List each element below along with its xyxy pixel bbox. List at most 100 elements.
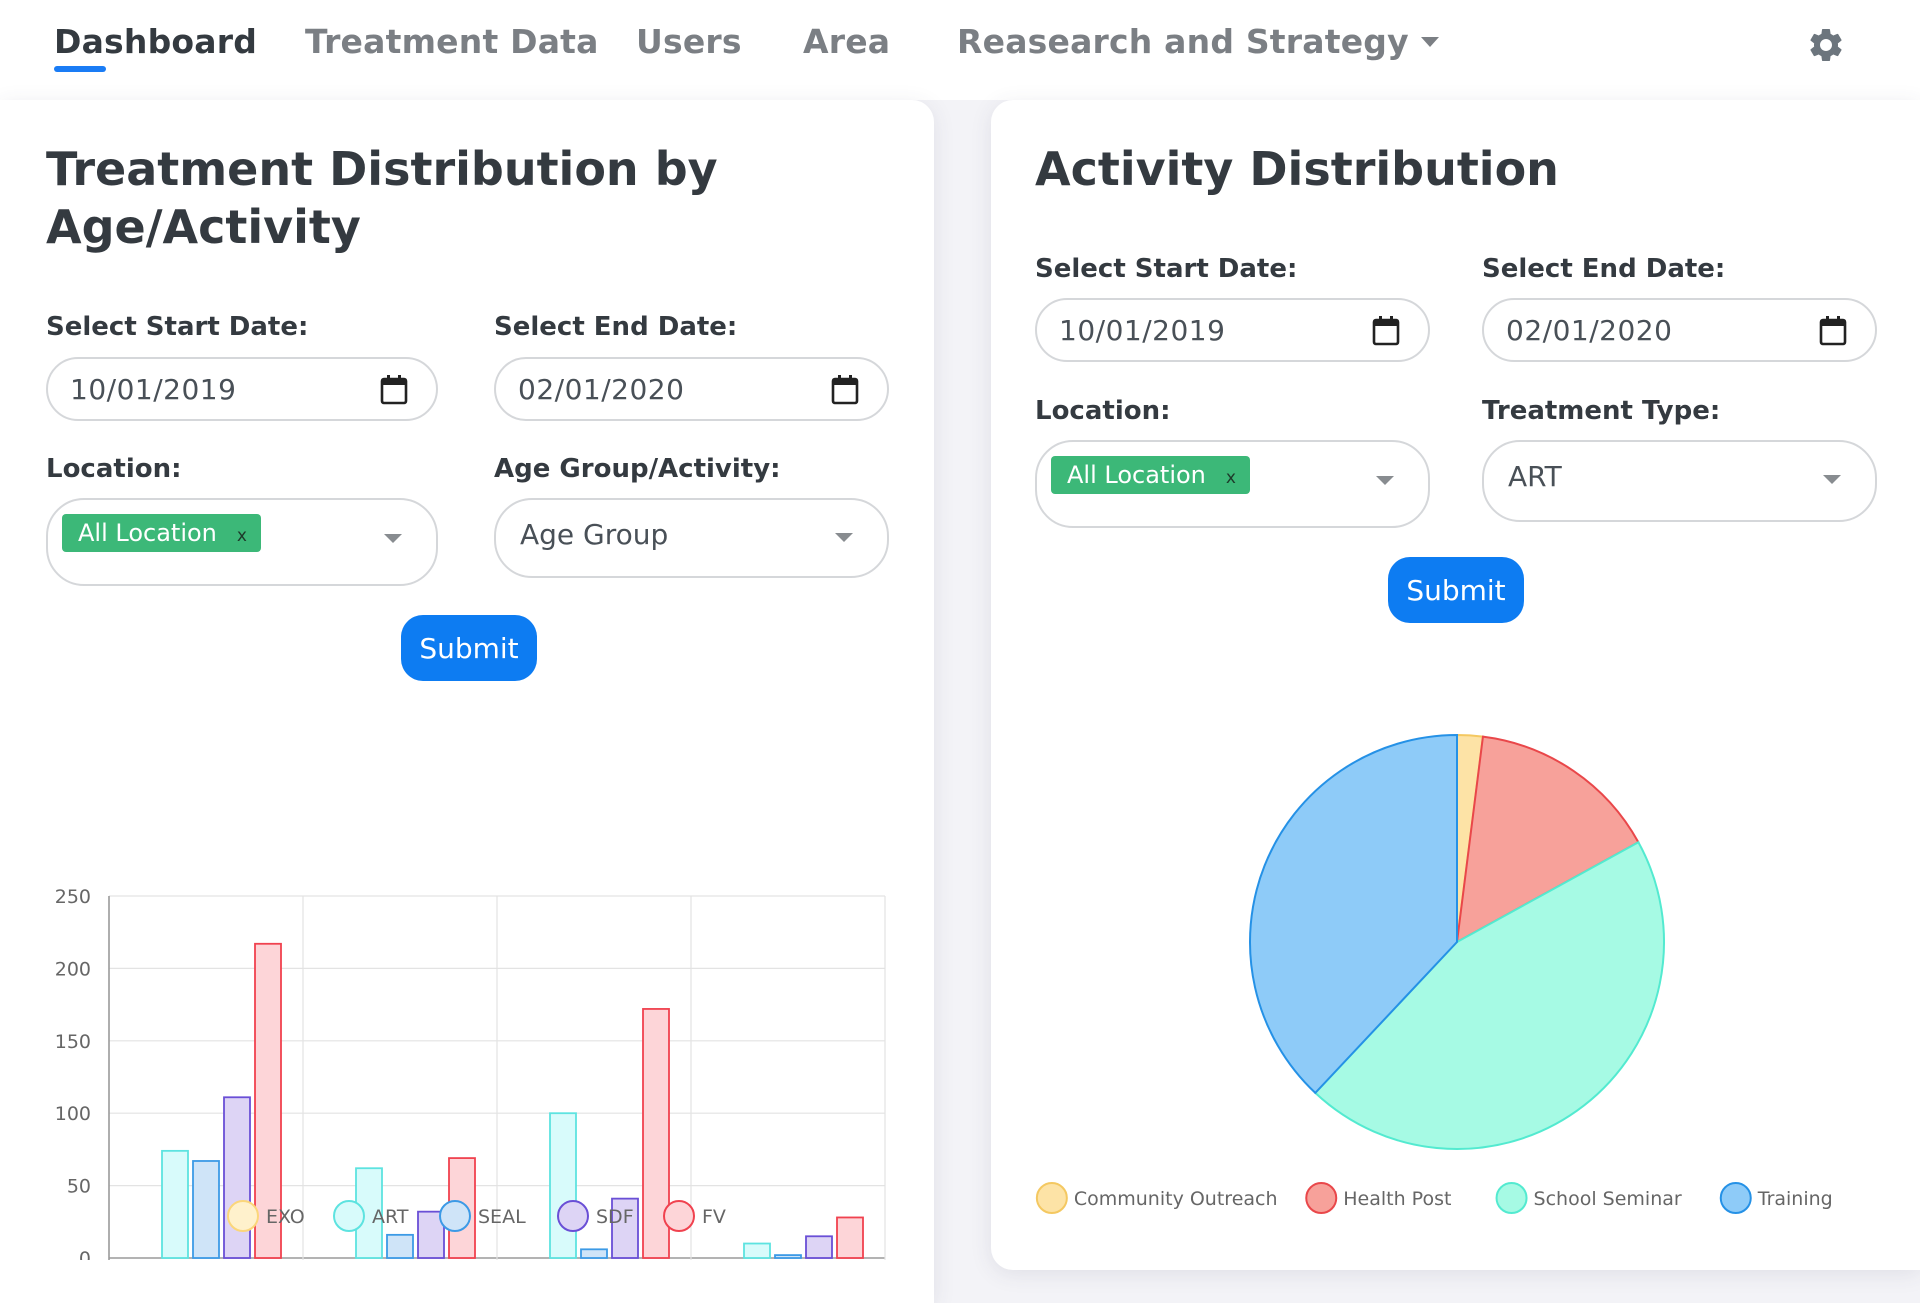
chevron-down-icon xyxy=(835,533,853,542)
remove-tag-icon[interactable]: x xyxy=(1225,468,1236,488)
end-date-value: 02/01/2020 xyxy=(518,373,685,406)
pie-slice-school-seminar xyxy=(1313,840,1665,1150)
treatment-type-select[interactable]: ART xyxy=(1482,440,1877,522)
start-date-value: 10/01/2019 xyxy=(1059,314,1226,347)
card-title: Activity Distribution xyxy=(1035,142,1559,196)
card-title-line-1: Treatment Distribution by xyxy=(46,142,718,196)
calendar-icon[interactable] xyxy=(1819,316,1847,346)
gear-icon[interactable] xyxy=(1806,25,1846,65)
legend-label-fv: FV xyxy=(702,1206,726,1228)
bar-seal-old-adult xyxy=(774,1254,802,1259)
y-tick-label: 0 xyxy=(79,1248,91,1260)
start-date-input[interactable]: 10/01/2019 xyxy=(1035,298,1430,362)
activity-distribution-card: Activity Distribution Select Start Date:… xyxy=(991,100,1920,1270)
start-date-label: Select Start Date: xyxy=(1035,254,1298,284)
bar-seal-teen xyxy=(386,1233,414,1259)
bar-chart: 050100150200250KidsTeenAdultOld AdultEXO… xyxy=(55,886,886,1260)
bar-fv-kids xyxy=(254,942,282,1259)
legend-label-seal: SEAL xyxy=(478,1206,526,1228)
y-tick-label: 100 xyxy=(55,1103,91,1125)
legend-label-health-post: Health Post xyxy=(1343,1188,1451,1210)
bar-fv-old-adult xyxy=(836,1216,864,1259)
nav-item-dashboard[interactable]: Dashboard xyxy=(54,22,258,72)
legend-swatch-health-post xyxy=(1305,1182,1338,1214)
start-date-value: 10/01/2019 xyxy=(70,373,237,406)
end-date-input[interactable]: 02/01/2020 xyxy=(494,357,889,421)
location-select[interactable]: All Location x xyxy=(46,498,438,586)
calendar-icon[interactable] xyxy=(831,375,859,405)
y-tick-label: 150 xyxy=(55,1031,91,1053)
legend-label-school-seminar: School Seminar xyxy=(1534,1188,1682,1210)
chevron-down-icon xyxy=(1823,475,1841,484)
age-group-value: Age Group xyxy=(520,518,669,551)
bar-art-teen xyxy=(355,1167,383,1259)
card-title: Treatment Distribution by Age/Activity xyxy=(46,140,718,256)
pie-chart: Community Outreach Health Post School Semi… xyxy=(1035,733,1833,1214)
chevron-down-icon xyxy=(384,534,402,543)
chevron-down-icon xyxy=(1376,476,1394,485)
calendar-icon[interactable] xyxy=(380,375,408,405)
location-tag: All Location x xyxy=(62,514,261,552)
legend-label-art: ART xyxy=(372,1206,409,1228)
location-tag-label: All Location xyxy=(1067,461,1206,489)
nav-item-label: Treatment Data xyxy=(305,22,599,61)
treatment-type-label: Treatment Type: xyxy=(1482,396,1721,426)
treatment-type-value: ART xyxy=(1508,460,1562,493)
nav-item-label: Dashboard xyxy=(54,22,258,61)
calendar-icon[interactable] xyxy=(1372,316,1400,346)
y-tick-label: 250 xyxy=(55,886,91,908)
chevron-down-icon xyxy=(1420,37,1439,47)
bar-seal-kids xyxy=(192,1160,220,1259)
legend-swatch-school-seminar xyxy=(1495,1182,1528,1214)
y-tick-label: 200 xyxy=(55,958,91,980)
location-tag: All Location x xyxy=(1051,456,1250,494)
legend-swatch-seal xyxy=(439,1200,471,1232)
submit-button[interactable]: Submit xyxy=(401,615,537,681)
legend-label-exo: EXO xyxy=(266,1206,305,1228)
legend-swatch-training xyxy=(1719,1182,1752,1214)
pie-slice-health-post xyxy=(1455,735,1640,944)
location-label: Location: xyxy=(1035,396,1171,426)
bar-seal-adult xyxy=(580,1248,608,1259)
legend-swatch-community-outreach xyxy=(1035,1182,1068,1214)
legend-label-community-outreach: Community Outreach xyxy=(1074,1188,1278,1210)
legend-swatch-sdf xyxy=(557,1200,589,1232)
treatment-distribution-card: Treatment Distribution by Age/Activity S… xyxy=(0,100,934,1303)
legend-swatch-exo xyxy=(227,1200,259,1232)
pie-slice-training xyxy=(1249,733,1458,1095)
nav-item-label: Area xyxy=(803,22,891,61)
start-date-input[interactable]: 10/01/2019 xyxy=(46,357,438,421)
card-title-line-2: Age/Activity xyxy=(46,200,361,254)
nav-item-label: Users xyxy=(636,22,742,61)
nav-item-label: Reasearch and Strategy xyxy=(957,22,1409,61)
bar-art-adult xyxy=(549,1112,577,1259)
bar-art-old-adult xyxy=(743,1242,771,1259)
top-navigation: Dashboard Treatment Data Users Area Reas… xyxy=(0,0,1920,100)
nav-item-research-strategy-dropdown[interactable]: Reasearch and Strategy xyxy=(957,22,1439,61)
legend-label-sdf: SDF xyxy=(596,1206,634,1228)
bar-art-kids xyxy=(161,1149,189,1259)
submit-button[interactable]: Submit xyxy=(1388,557,1524,623)
start-date-label: Select Start Date: xyxy=(46,312,309,342)
location-label: Location: xyxy=(46,454,182,484)
nav-item-users[interactable]: Users xyxy=(636,22,742,61)
end-date-label: Select End Date: xyxy=(494,312,738,342)
age-group-select[interactable]: Age Group xyxy=(494,498,889,578)
end-date-input[interactable]: 02/01/2020 xyxy=(1482,298,1877,362)
nav-item-treatment-data[interactable]: Treatment Data xyxy=(305,22,599,61)
nav-item-area[interactable]: Area xyxy=(803,22,890,61)
legend-swatch-fv xyxy=(663,1200,695,1232)
active-tab-indicator xyxy=(54,66,106,72)
end-date-label: Select End Date: xyxy=(1482,254,1726,284)
bar-sdf-old-adult xyxy=(805,1235,833,1259)
remove-tag-icon[interactable]: x xyxy=(236,526,247,546)
y-tick-label: 50 xyxy=(67,1176,91,1198)
legend-label-training: Training xyxy=(1757,1188,1833,1210)
legend-swatch-art xyxy=(333,1200,365,1232)
age-group-label: Age Group/Activity: xyxy=(494,454,781,484)
bar-sdf-adult xyxy=(611,1197,639,1259)
location-select[interactable]: All Location x xyxy=(1035,440,1430,528)
end-date-value: 02/01/2020 xyxy=(1506,314,1673,347)
bar-sdf-kids xyxy=(223,1096,251,1259)
location-tag-label: All Location xyxy=(78,519,217,547)
